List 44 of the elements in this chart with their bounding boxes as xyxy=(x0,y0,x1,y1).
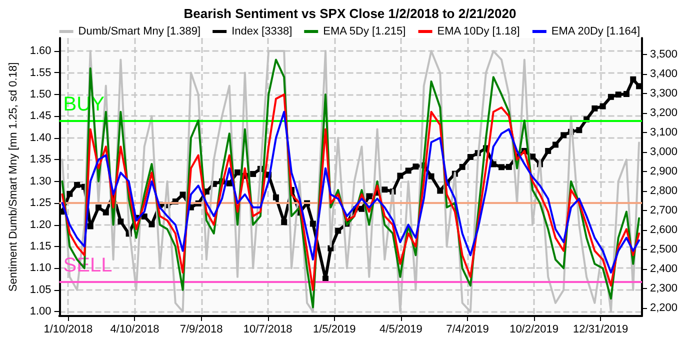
y-tick-label: 1.50 xyxy=(30,88,52,100)
y2-tick-label: 3,100 xyxy=(650,126,678,139)
y-tick-label: 1.00 xyxy=(30,306,52,318)
y2-tick-label: 2,800 xyxy=(650,185,678,198)
x-tick-label: 4/5/2019 xyxy=(380,324,422,336)
y-tick-label: 1.55 xyxy=(30,66,52,79)
x-tick-label: 1/5/2019 xyxy=(312,324,356,336)
chart-title: Bearish Sentiment vs SPX Close 1/2/2018 to 2/21/2020 xyxy=(184,6,516,21)
y-tick-label: 1.45 xyxy=(30,110,52,122)
y2-tick-label: 2,500 xyxy=(650,244,678,256)
legend-label: EMA 10Dy [1.18] xyxy=(437,26,520,38)
y-tick-label: 1.10 xyxy=(30,262,52,274)
y-tick-label: 1.05 xyxy=(30,284,52,296)
y2-tick-label: 2,200 xyxy=(650,302,678,314)
y2-tick-label: 2,600 xyxy=(650,224,678,236)
legend-label: Index [3338] xyxy=(232,26,292,38)
y2-tick-label: 3,500 xyxy=(650,48,678,61)
y-tick-label: 1.25 xyxy=(30,197,52,210)
x-tick-label: 10/7/2018 xyxy=(243,324,292,336)
y-tick-label: 1.60 xyxy=(30,45,52,58)
y-tick-label: 1.20 xyxy=(30,218,52,231)
y2-tick-label: 3,000 xyxy=(650,146,678,158)
line-series xyxy=(61,110,640,274)
x-tick-label: 4/10/2018 xyxy=(110,324,160,336)
y-tick-label: 1.15 xyxy=(30,240,52,252)
y2-tick-label: 2,400 xyxy=(650,263,678,276)
x-tick-label: 7/9/2018 xyxy=(180,324,223,336)
y-axis-title: Sentiment Dumb/Smart Mny [mn 1.25, sd 0.18] xyxy=(8,62,20,292)
y2-tick-label: 2,700 xyxy=(650,204,678,217)
y2-tick-label: 3,400 xyxy=(650,68,678,80)
y-tick-label: 1.30 xyxy=(30,175,52,188)
x-tick-label: 1/10/2018 xyxy=(44,324,93,336)
y2-tick-label: 2,300 xyxy=(650,282,678,295)
x-tick-label: 12/31/2019 xyxy=(573,324,628,336)
x-tick-label: 7/4/2019 xyxy=(446,324,489,336)
legend-label: EMA 5Dy [1.215] xyxy=(323,26,406,38)
y2-tick-label: 3,300 xyxy=(650,88,678,100)
legend-label: EMA 20Dy [1.164] xyxy=(551,26,640,38)
y-tick-label: 1.40 xyxy=(30,132,52,144)
legend-label: Dumb/Smart Mny [1.389] xyxy=(78,26,201,38)
x-tick-label: 10/2/2019 xyxy=(510,324,559,336)
y2-tick-label: 2,900 xyxy=(650,166,678,178)
y-tick-label: 1.35 xyxy=(30,154,52,166)
y2-tick-label: 3,200 xyxy=(650,107,678,120)
